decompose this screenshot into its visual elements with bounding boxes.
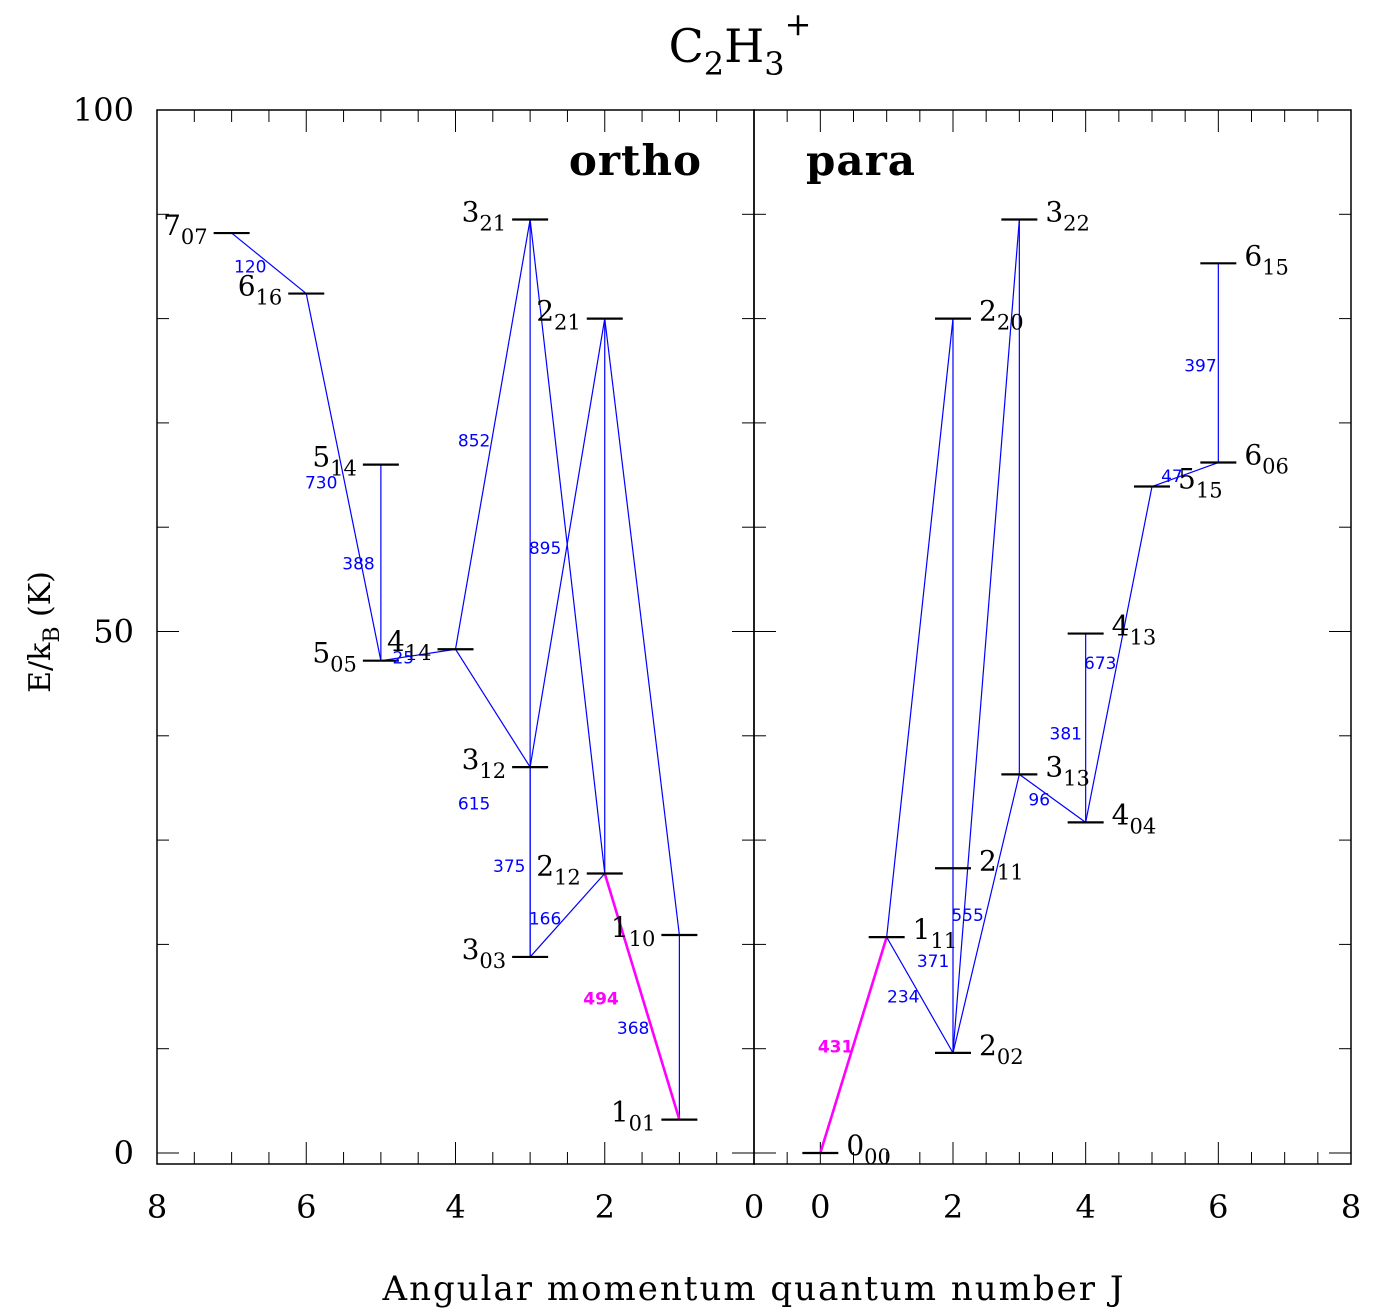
transition-line bbox=[380, 648, 456, 662]
level-label-2_20: 220 bbox=[979, 295, 1024, 335]
transition-annotation: 47 bbox=[1161, 467, 1183, 487]
level-label-3_22: 322 bbox=[1045, 196, 1090, 236]
transition-annotation: 494 bbox=[583, 990, 619, 1010]
transition-annotation: 895 bbox=[529, 539, 561, 559]
para-xtick-label: 0 bbox=[810, 1188, 830, 1226]
level-label-2_21: 221 bbox=[536, 295, 581, 335]
transition-annotation: 96 bbox=[1028, 790, 1050, 810]
para-xtick-label: 4 bbox=[1075, 1188, 1095, 1226]
chart-title: C2H3+ bbox=[669, 5, 812, 83]
transition-annotation: 166 bbox=[529, 909, 561, 929]
transition-annotation: 381 bbox=[1050, 725, 1082, 745]
plot-layer: 8 6 4 2 0 ortho 101 110 212 221 303 312 321 414 505 514… bbox=[73, 91, 1361, 1226]
para-xtick-label: 6 bbox=[1208, 1188, 1228, 1226]
transition-line bbox=[604, 318, 680, 936]
level-label-7_07: 707 bbox=[163, 209, 208, 249]
level-label-3_03: 303 bbox=[462, 933, 507, 973]
transition-line bbox=[819, 936, 888, 1154]
ytick-label: 50 bbox=[93, 613, 134, 651]
transition-annotation: 371 bbox=[917, 952, 949, 972]
level-label-5_14: 514 bbox=[312, 441, 357, 481]
ortho-panel-title: ortho bbox=[569, 136, 702, 185]
level-label-0_00: 000 bbox=[846, 1129, 891, 1169]
y-axis-label: E/kB (K) bbox=[23, 571, 65, 693]
transition-annotation: 673 bbox=[1084, 654, 1116, 674]
level-label-3_12: 312 bbox=[462, 743, 507, 783]
level-label-4_14: 414 bbox=[387, 625, 432, 665]
transition-line bbox=[305, 293, 382, 661]
level-label-1_11: 111 bbox=[913, 913, 958, 953]
transition-line bbox=[529, 873, 606, 958]
transition-line bbox=[952, 219, 1020, 1053]
transition-line bbox=[454, 219, 531, 650]
transition-annotation: 431 bbox=[818, 1038, 854, 1058]
transition-annotation: 555 bbox=[951, 906, 983, 926]
ortho-xtick-label: 6 bbox=[296, 1188, 316, 1226]
transition-annotation: 615 bbox=[458, 795, 490, 815]
level-label-2_11: 211 bbox=[979, 844, 1024, 884]
transition-annotation: 25 bbox=[392, 649, 414, 669]
level-label-6_06: 606 bbox=[1244, 439, 1289, 479]
transition-annotation: 388 bbox=[342, 555, 374, 575]
x-axis-label: Angular momentum quantum number J bbox=[382, 1269, 1126, 1309]
level-label-1_01: 101 bbox=[611, 1096, 656, 1136]
level-label-1_10: 110 bbox=[611, 911, 656, 951]
transition-annotation: 234 bbox=[887, 988, 919, 1008]
transition-annotation: 397 bbox=[1184, 357, 1216, 377]
transition-line bbox=[603, 873, 681, 1121]
level-label-6_15: 615 bbox=[1244, 239, 1289, 279]
ortho-xtick-label: 0 bbox=[744, 1188, 764, 1226]
para-panel-title: para bbox=[806, 136, 916, 185]
ytick-label: 100 bbox=[73, 91, 134, 129]
level-label-3_13: 313 bbox=[1045, 750, 1090, 790]
transition-line bbox=[952, 774, 1020, 1054]
ortho-xtick-label: 4 bbox=[445, 1188, 465, 1226]
level-label-3_21: 321 bbox=[462, 196, 507, 236]
para-xtick-label: 2 bbox=[943, 1188, 963, 1226]
ortho-xtick-label: 8 bbox=[147, 1188, 167, 1226]
transition-annotation: 852 bbox=[458, 432, 490, 452]
ytick-label: 0 bbox=[114, 1134, 134, 1172]
level-label-6_16: 616 bbox=[238, 270, 283, 310]
transition-annotation: 368 bbox=[617, 1019, 649, 1039]
level-label-4_13: 413 bbox=[1112, 610, 1157, 650]
transition-line bbox=[529, 318, 606, 768]
transition-line bbox=[1018, 773, 1087, 823]
level-label-2_02: 202 bbox=[979, 1029, 1024, 1069]
transition-line bbox=[231, 232, 307, 295]
level-label-4_04: 404 bbox=[1112, 798, 1157, 838]
ortho-xtick-label: 2 bbox=[595, 1188, 615, 1226]
level-label-2_12: 212 bbox=[536, 849, 581, 889]
transition-line bbox=[1151, 461, 1219, 488]
transition-line bbox=[886, 318, 954, 938]
transition-annotation: 375 bbox=[493, 857, 525, 877]
transition-line bbox=[1085, 486, 1153, 823]
transition-annotation: 120 bbox=[234, 257, 266, 277]
transition-line bbox=[886, 936, 954, 1054]
level-label-5_15: 515 bbox=[1178, 463, 1223, 503]
level-label-5_05: 505 bbox=[312, 637, 357, 677]
transition-line bbox=[454, 648, 531, 768]
transition-annotation: 730 bbox=[305, 473, 337, 493]
para-xtick-label: 8 bbox=[1341, 1188, 1361, 1226]
